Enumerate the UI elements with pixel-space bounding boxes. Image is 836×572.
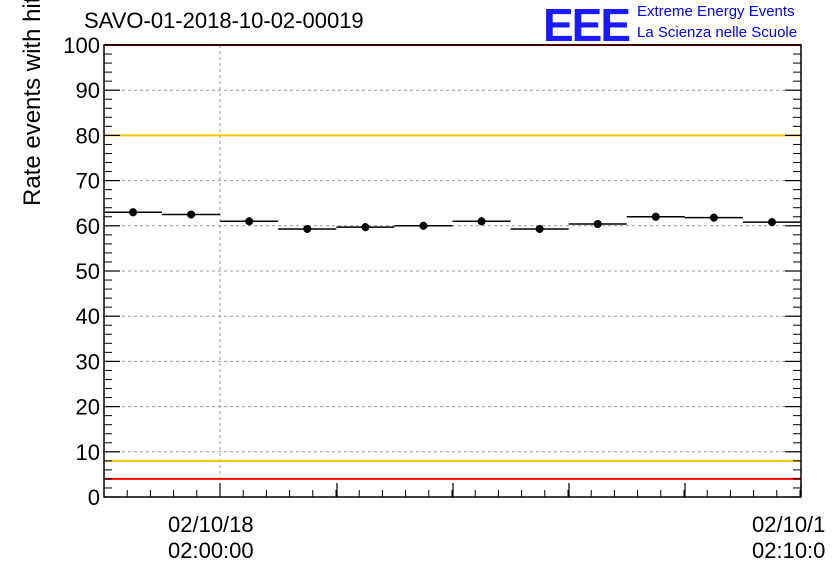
x-tick-label-start: 02/10/18 02:00:00: [168, 512, 254, 564]
y-tick-label: 0: [88, 485, 100, 510]
eee-logo: EEE: [543, 0, 631, 51]
data-point: [245, 217, 254, 226]
logo-subtitle-2: La Scienza nelle Scuole: [637, 24, 798, 41]
y-tick-label: 30: [76, 349, 100, 374]
data-points: [104, 208, 801, 233]
data-point: [477, 217, 486, 226]
x-tick-date: 02/10/18: [168, 512, 254, 537]
y-tick-label: 60: [76, 214, 100, 239]
x-tick-label-end: 02/10/1 02:10:0: [752, 512, 825, 564]
threshold-lines: [104, 44, 801, 480]
logo-subtitle-1: Extreme Energy Events: [637, 3, 795, 20]
y-tick-label: 20: [76, 395, 100, 420]
data-point: [535, 224, 544, 233]
y-tick-label: 40: [76, 304, 100, 329]
y-axis-label: Rate events with hits [Hz]: [19, 0, 46, 206]
data-point: [129, 208, 138, 217]
y-tick-labels: 0 10 20 30 40 50 60 70 80 90 100: [63, 33, 100, 510]
y-tick-label: 50: [76, 259, 100, 284]
data-point: [767, 218, 776, 227]
y-tick-label: 70: [76, 169, 100, 194]
data-point: [709, 213, 718, 222]
chart-title: SAVO-01-2018-10-02-00019: [84, 8, 364, 33]
data-point: [303, 224, 312, 233]
y-tick-label: 10: [76, 440, 100, 465]
axis-ticks: [104, 44, 802, 498]
grid-lines: [104, 45, 801, 497]
data-point: [593, 219, 602, 228]
x-tick-time: 02:10:0: [752, 538, 826, 563]
y-tick-label: 80: [76, 123, 100, 148]
y-tick-label: 100: [63, 33, 100, 58]
data-point: [187, 210, 196, 219]
data-point: [361, 223, 370, 232]
x-tick-date: 02/10/1: [752, 512, 826, 537]
data-point: [419, 221, 428, 230]
data-point: [651, 212, 660, 221]
y-tick-label: 90: [76, 78, 100, 103]
x-tick-time: 02:00:00: [168, 538, 254, 563]
